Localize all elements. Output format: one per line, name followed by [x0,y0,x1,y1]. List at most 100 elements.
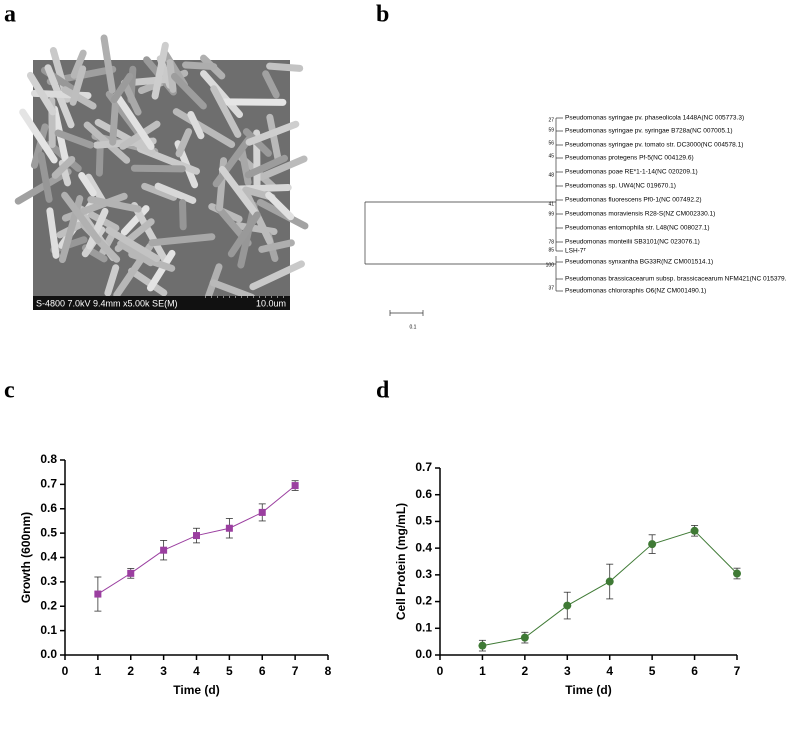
sem-rod [209,279,256,301]
x-tick-label: 4 [606,664,613,678]
sem-rod [87,196,142,213]
sem-rod [221,98,287,106]
sem-rod [121,80,142,116]
sem-rod [109,93,120,146]
x-tick-label: 7 [292,664,299,678]
sem-rod [94,118,156,156]
y-tick-label: 0.6 [40,501,57,515]
data-point [160,546,168,554]
x-axis-label: Time (d) [565,683,611,697]
data-point [291,482,299,490]
tree-leaf: Pseudomonas entomophila str. L48(NC 0080… [565,225,710,232]
y-tick-label: 0.0 [40,647,57,661]
sem-rod [265,191,295,221]
x-tick-label: 1 [479,664,486,678]
tree-leaf: Pseudomonas fluorescens Pf0-1(NC 007492.… [565,197,702,204]
x-tick-label: 4 [193,664,200,678]
bootstrap: 100 [546,262,555,268]
sem-rod [37,151,53,203]
x-tick-label: 5 [226,664,233,678]
sem-rod [61,86,97,110]
y-tick-label: 0.8 [40,452,57,466]
sem-rod [266,113,282,163]
sem-rod [227,211,261,258]
sem-rod [175,128,193,158]
sem-rod [151,41,169,100]
y-tick-label: 0.1 [40,623,57,637]
bootstrap: 41 [548,201,554,207]
data-point [605,577,614,586]
data-point [225,524,233,532]
tree-scale: 0.1 [410,324,417,330]
bootstrap: 78 [548,239,554,245]
data-point [648,540,657,549]
tree-leaf: Pseudomonas brassicacearum subsp. brassi… [565,276,787,283]
sem-rod [141,182,178,201]
x-tick-label: 6 [259,664,266,678]
sem-rod [61,191,102,244]
sem-rod [19,108,58,164]
data-point [690,526,699,535]
sem-rod [249,260,305,291]
sem-rod [266,62,304,72]
y-tick-label: 0.1 [415,620,432,634]
panel-label: d [376,378,390,404]
x-tick-label: 5 [649,664,656,678]
sem-rod [128,250,176,272]
data-point [563,601,572,610]
x-tick-label: 2 [127,664,134,678]
x-tick-label: 2 [522,664,529,678]
sem-rod [170,72,207,110]
y-axis-label: Cell Protein (mg/mL) [394,503,408,620]
sem-rod [245,120,300,146]
tree-leaf: Pseudomonas protegens Pf-5(NC 004129.6) [565,155,694,162]
sem-rod [105,226,161,263]
sem-texture [14,34,309,304]
panel-label: a [4,2,16,28]
sem-rod [256,198,309,230]
sem-rod [14,168,72,205]
bootstrap: 45 [548,153,554,159]
tree-leaf: Pseudomonas syringae pv. syringae B728a(… [565,128,733,135]
sem-rod [146,249,176,292]
y-tick-label: 0.2 [415,594,432,608]
sem-rod [69,65,87,106]
panel-label: c [4,378,15,404]
y-tick-label: 0.4 [415,540,432,554]
sem-rod [78,172,97,197]
tree-leaf: Pseudomonas chlororaphis O6(NZ CM001490.… [565,288,706,295]
x-tick-label: 1 [95,664,102,678]
x-tick-label: 0 [62,664,69,678]
data-point [520,633,529,642]
y-tick-label: 0.7 [40,477,57,491]
bootstrap: 99 [548,211,554,217]
tree-leaf: Pseudomonas syringae pv. tomato str. DC3… [565,142,743,149]
data-point [733,569,741,578]
sem-rod [148,233,216,247]
x-tick-label: 6 [691,664,698,678]
data-point [193,532,200,540]
sem-rod [51,155,76,179]
sem-rod [212,136,252,188]
x-tick-label: 0 [437,664,444,678]
y-tick-label: 0.4 [40,550,57,564]
x-tick-label: 3 [160,664,167,678]
bootstrap: 27 [548,117,554,123]
sem-rod [70,49,87,79]
sem-rod [154,182,197,204]
tree-leaf: Pseudomonas monteilii SB3101(NC 023076.1… [565,239,700,246]
sem-rod [46,207,60,259]
x-tick-label: 8 [325,664,332,678]
y-tick-label: 0.6 [415,487,432,501]
panel-label: b [376,2,389,28]
tree-leaf: LSH-7ᵀ [565,248,586,255]
sem-rod [120,205,150,236]
bootstrap: 59 [548,127,554,133]
sem-caption-bar [33,296,290,310]
sem-rod [113,91,155,150]
sem-rod [182,61,218,71]
sem-rod [54,129,95,149]
sem-rod [104,264,120,297]
sem-rod [179,199,187,231]
